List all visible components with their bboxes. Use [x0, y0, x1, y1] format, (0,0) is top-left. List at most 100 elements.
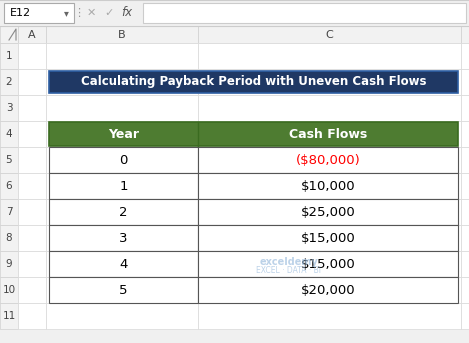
Text: 11: 11: [2, 311, 15, 321]
FancyBboxPatch shape: [198, 173, 461, 199]
FancyBboxPatch shape: [0, 26, 18, 43]
FancyBboxPatch shape: [18, 147, 46, 173]
Text: ⋮: ⋮: [74, 8, 84, 18]
Text: 7: 7: [6, 207, 12, 217]
FancyBboxPatch shape: [0, 95, 18, 121]
FancyBboxPatch shape: [18, 69, 46, 95]
FancyBboxPatch shape: [461, 121, 469, 147]
Text: 1: 1: [119, 179, 128, 192]
FancyBboxPatch shape: [198, 95, 461, 121]
Text: 3: 3: [6, 103, 12, 113]
FancyBboxPatch shape: [49, 251, 198, 277]
FancyBboxPatch shape: [198, 147, 458, 173]
FancyBboxPatch shape: [461, 95, 469, 121]
Text: 5: 5: [119, 284, 128, 296]
FancyBboxPatch shape: [46, 225, 198, 251]
Text: 10: 10: [2, 285, 15, 295]
FancyBboxPatch shape: [49, 173, 198, 199]
Text: $10,000: $10,000: [301, 179, 356, 192]
Text: fx: fx: [121, 7, 133, 20]
Text: 5: 5: [6, 155, 12, 165]
FancyBboxPatch shape: [0, 225, 18, 251]
FancyBboxPatch shape: [0, 251, 18, 277]
FancyBboxPatch shape: [461, 303, 469, 329]
Text: 6: 6: [6, 181, 12, 191]
FancyBboxPatch shape: [0, 173, 18, 199]
FancyBboxPatch shape: [198, 147, 461, 173]
FancyBboxPatch shape: [18, 43, 46, 69]
FancyBboxPatch shape: [198, 121, 461, 147]
FancyBboxPatch shape: [46, 303, 198, 329]
FancyBboxPatch shape: [461, 147, 469, 173]
Text: Year: Year: [108, 128, 139, 141]
FancyBboxPatch shape: [46, 199, 198, 225]
Text: 3: 3: [119, 232, 128, 245]
FancyBboxPatch shape: [461, 173, 469, 199]
FancyBboxPatch shape: [198, 69, 461, 95]
FancyBboxPatch shape: [18, 26, 46, 43]
FancyBboxPatch shape: [18, 121, 46, 147]
FancyBboxPatch shape: [46, 26, 198, 43]
FancyBboxPatch shape: [198, 26, 461, 43]
FancyBboxPatch shape: [0, 147, 18, 173]
Text: E12: E12: [10, 8, 31, 18]
FancyBboxPatch shape: [46, 121, 198, 147]
FancyBboxPatch shape: [46, 277, 198, 303]
FancyBboxPatch shape: [0, 121, 18, 147]
Text: 8: 8: [6, 233, 12, 243]
FancyBboxPatch shape: [198, 251, 458, 277]
FancyBboxPatch shape: [461, 69, 469, 95]
FancyBboxPatch shape: [0, 0, 469, 26]
FancyBboxPatch shape: [49, 122, 198, 146]
FancyBboxPatch shape: [49, 71, 458, 93]
FancyBboxPatch shape: [198, 199, 461, 225]
FancyBboxPatch shape: [461, 251, 469, 277]
Text: ✓: ✓: [104, 8, 113, 18]
FancyBboxPatch shape: [198, 277, 458, 303]
FancyBboxPatch shape: [46, 95, 198, 121]
FancyBboxPatch shape: [4, 3, 74, 23]
FancyBboxPatch shape: [46, 69, 198, 95]
FancyBboxPatch shape: [18, 95, 46, 121]
Text: B: B: [118, 29, 126, 39]
Text: Cash Flows: Cash Flows: [289, 128, 367, 141]
FancyBboxPatch shape: [18, 251, 46, 277]
FancyBboxPatch shape: [46, 251, 198, 277]
Text: 2: 2: [119, 205, 128, 218]
FancyBboxPatch shape: [198, 122, 458, 146]
FancyBboxPatch shape: [0, 199, 18, 225]
FancyBboxPatch shape: [198, 303, 461, 329]
FancyBboxPatch shape: [18, 303, 46, 329]
Text: $15,000: $15,000: [301, 258, 356, 271]
FancyBboxPatch shape: [198, 173, 458, 199]
Text: $20,000: $20,000: [301, 284, 356, 296]
FancyBboxPatch shape: [46, 147, 198, 173]
Text: 2: 2: [6, 77, 12, 87]
Text: Calculating Payback Period with Uneven Cash Flows: Calculating Payback Period with Uneven C…: [81, 75, 426, 88]
Text: 1: 1: [6, 51, 12, 61]
FancyBboxPatch shape: [198, 225, 461, 251]
FancyBboxPatch shape: [198, 225, 458, 251]
FancyBboxPatch shape: [18, 199, 46, 225]
FancyBboxPatch shape: [18, 277, 46, 303]
FancyBboxPatch shape: [198, 277, 461, 303]
Text: $15,000: $15,000: [301, 232, 356, 245]
FancyBboxPatch shape: [198, 199, 458, 225]
Text: ($80,000): ($80,000): [295, 154, 360, 166]
Text: A: A: [28, 29, 36, 39]
FancyBboxPatch shape: [198, 43, 461, 69]
FancyBboxPatch shape: [0, 277, 18, 303]
Text: 4: 4: [6, 129, 12, 139]
FancyBboxPatch shape: [198, 251, 461, 277]
FancyBboxPatch shape: [461, 199, 469, 225]
Text: exceldemy: exceldemy: [260, 257, 318, 267]
FancyBboxPatch shape: [46, 43, 198, 69]
Text: EXCEL · DATA · BI: EXCEL · DATA · BI: [257, 266, 322, 275]
FancyBboxPatch shape: [49, 199, 198, 225]
FancyBboxPatch shape: [461, 277, 469, 303]
FancyBboxPatch shape: [0, 69, 18, 95]
FancyBboxPatch shape: [461, 43, 469, 69]
Text: ▾: ▾: [64, 8, 68, 18]
FancyBboxPatch shape: [49, 225, 198, 251]
Text: $25,000: $25,000: [301, 205, 356, 218]
